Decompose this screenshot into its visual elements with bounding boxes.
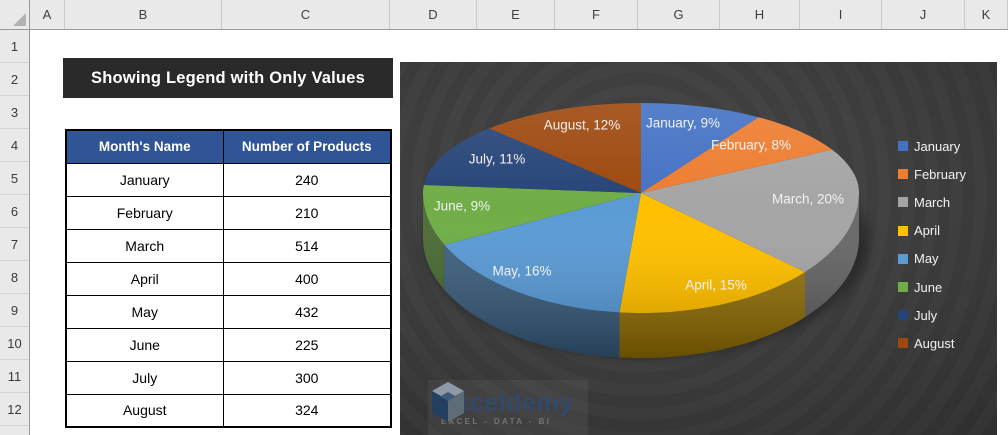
row-header-2[interactable]: 2	[0, 63, 29, 96]
legend-item-may[interactable]: May	[898, 245, 966, 273]
legend-item-july[interactable]: July	[898, 301, 966, 329]
slice-label-june[interactable]: June, 9%	[434, 199, 490, 214]
slice-label-april[interactable]: April, 15%	[685, 278, 747, 293]
legend-swatch-april	[898, 225, 908, 236]
legend-swatch-june	[898, 282, 908, 293]
pie-top-sheen	[423, 103, 859, 313]
legend-swatch-august	[898, 338, 908, 349]
title-banner-cell[interactable]: Showing Legend with Only Values	[63, 58, 393, 98]
column-header-F[interactable]: F	[555, 0, 638, 29]
cell-value-april[interactable]: 400	[222, 261, 392, 296]
legend-item-march[interactable]: March	[898, 188, 966, 216]
row-header-11[interactable]: 11	[0, 360, 29, 393]
row-header-4[interactable]: 4	[0, 129, 29, 162]
pie-wall-shading	[423, 193, 859, 358]
legend-label-february: February	[914, 166, 967, 182]
legend-item-august[interactable]: August	[898, 329, 966, 357]
table-header-row: Month's Name Number of Products	[65, 129, 392, 164]
cell-month-february[interactable]: February	[65, 195, 224, 230]
column-header-H[interactable]: H	[720, 0, 800, 29]
row-header-column: 1 2 3 4 5 6 7 8 9 10 11 12	[0, 30, 30, 435]
column-header-I[interactable]: I	[800, 0, 882, 29]
legend-swatch-july	[898, 310, 908, 321]
legend-swatch-march	[898, 197, 908, 208]
column-header-G[interactable]: G	[638, 0, 720, 29]
column-header-E[interactable]: E	[477, 0, 555, 29]
table-header-products[interactable]: Number of Products	[222, 129, 392, 164]
legend-label-may: May	[914, 251, 939, 267]
worksheet-area[interactable]: Showing Legend with Only Values Month's …	[30, 30, 1008, 435]
row-header-10[interactable]: 10	[0, 327, 29, 360]
cell-value-march[interactable]: 514	[222, 228, 392, 263]
legend-item-january[interactable]: January	[898, 132, 966, 160]
watermark-tagline: EXCEL - DATA - BI	[441, 416, 552, 426]
row-header-7[interactable]: 7	[0, 228, 29, 261]
column-header-K[interactable]: K	[965, 0, 1008, 29]
cell-month-march[interactable]: March	[65, 228, 224, 263]
row-header-8[interactable]: 8	[0, 261, 29, 294]
products-table: Month's Name Number of Products January 2…	[65, 129, 392, 428]
table-row-may: May 432	[65, 294, 392, 329]
legend-item-april[interactable]: April	[898, 217, 966, 245]
column-header-J[interactable]: J	[882, 0, 965, 29]
cell-value-july[interactable]: 300	[222, 360, 392, 395]
column-header-A[interactable]: A	[30, 0, 65, 29]
legend-label-april: April	[914, 223, 941, 239]
column-header-C[interactable]: C	[222, 0, 390, 29]
column-header-B[interactable]: B	[65, 0, 222, 29]
cell-month-january[interactable]: January	[65, 162, 224, 197]
slice-label-august[interactable]: August, 12%	[544, 118, 621, 133]
cell-month-july[interactable]: July	[65, 360, 224, 395]
row-header-12[interactable]: 12	[0, 393, 29, 426]
cell-month-august[interactable]: August	[65, 393, 224, 428]
row-header-6[interactable]: 6	[0, 195, 29, 228]
table-row-february: February 210	[65, 195, 392, 230]
table-header-month[interactable]: Month's Name	[65, 129, 224, 164]
cell-month-june[interactable]: June	[65, 327, 224, 362]
row-header-5[interactable]: 5	[0, 162, 29, 195]
cell-value-august[interactable]: 324	[222, 393, 392, 428]
legend-label-march: March	[914, 194, 951, 210]
table-row-june: June 225	[65, 327, 392, 362]
select-all-corner[interactable]	[0, 0, 30, 30]
cell-value-june[interactable]: 225	[222, 327, 392, 362]
row-header-9[interactable]: 9	[0, 294, 29, 327]
corner-triangle-icon	[13, 13, 26, 26]
cell-value-january[interactable]: 240	[222, 162, 392, 197]
legend-item-june[interactable]: June	[898, 273, 966, 301]
cell-month-april[interactable]: April	[65, 261, 224, 296]
legend-label-january: January	[914, 138, 961, 154]
cell-month-may[interactable]: May	[65, 294, 224, 329]
table-body: January 240 February 210 March 514 April 400 May…	[65, 162, 392, 428]
chart-legend: January February March April May June July Augu…	[898, 132, 966, 358]
table-row-january: January 240	[65, 162, 392, 197]
legend-item-february[interactable]: February	[898, 160, 966, 188]
cell-value-may[interactable]: 432	[222, 294, 392, 329]
legend-swatch-january	[898, 141, 908, 152]
table-row-april: April 400	[65, 261, 392, 296]
table-row-july: July 300	[65, 360, 392, 395]
row-header-1[interactable]: 1	[0, 30, 29, 63]
slice-label-may[interactable]: May, 16%	[492, 264, 551, 279]
legend-label-july: July	[914, 307, 938, 323]
slice-label-january[interactable]: January, 9%	[646, 116, 720, 131]
pie-chart-svg: January, 9% February, 8% March, 20% April, …	[423, 103, 868, 358]
watermark: exceldemy EXCEL - DATA - BI	[428, 380, 588, 435]
legend-label-june: June	[914, 279, 943, 295]
slice-label-february[interactable]: February, 8%	[711, 138, 791, 153]
row-header-3[interactable]: 3	[0, 96, 29, 129]
table-row-march: March 514	[65, 228, 392, 263]
slice-label-july[interactable]: July, 11%	[469, 152, 526, 167]
slice-label-march[interactable]: March, 20%	[772, 192, 844, 207]
legend-label-august: August	[914, 335, 955, 351]
legend-swatch-february	[898, 169, 908, 180]
pie-chart-container[interactable]: January, 9% February, 8% March, 20% April, …	[400, 62, 997, 435]
cell-value-february[interactable]: 210	[222, 195, 392, 230]
legend-swatch-may	[898, 253, 908, 264]
exceldemy-logo-icon	[432, 382, 464, 422]
table-row-august: August 324	[65, 393, 392, 428]
column-header-D[interactable]: D	[390, 0, 477, 29]
